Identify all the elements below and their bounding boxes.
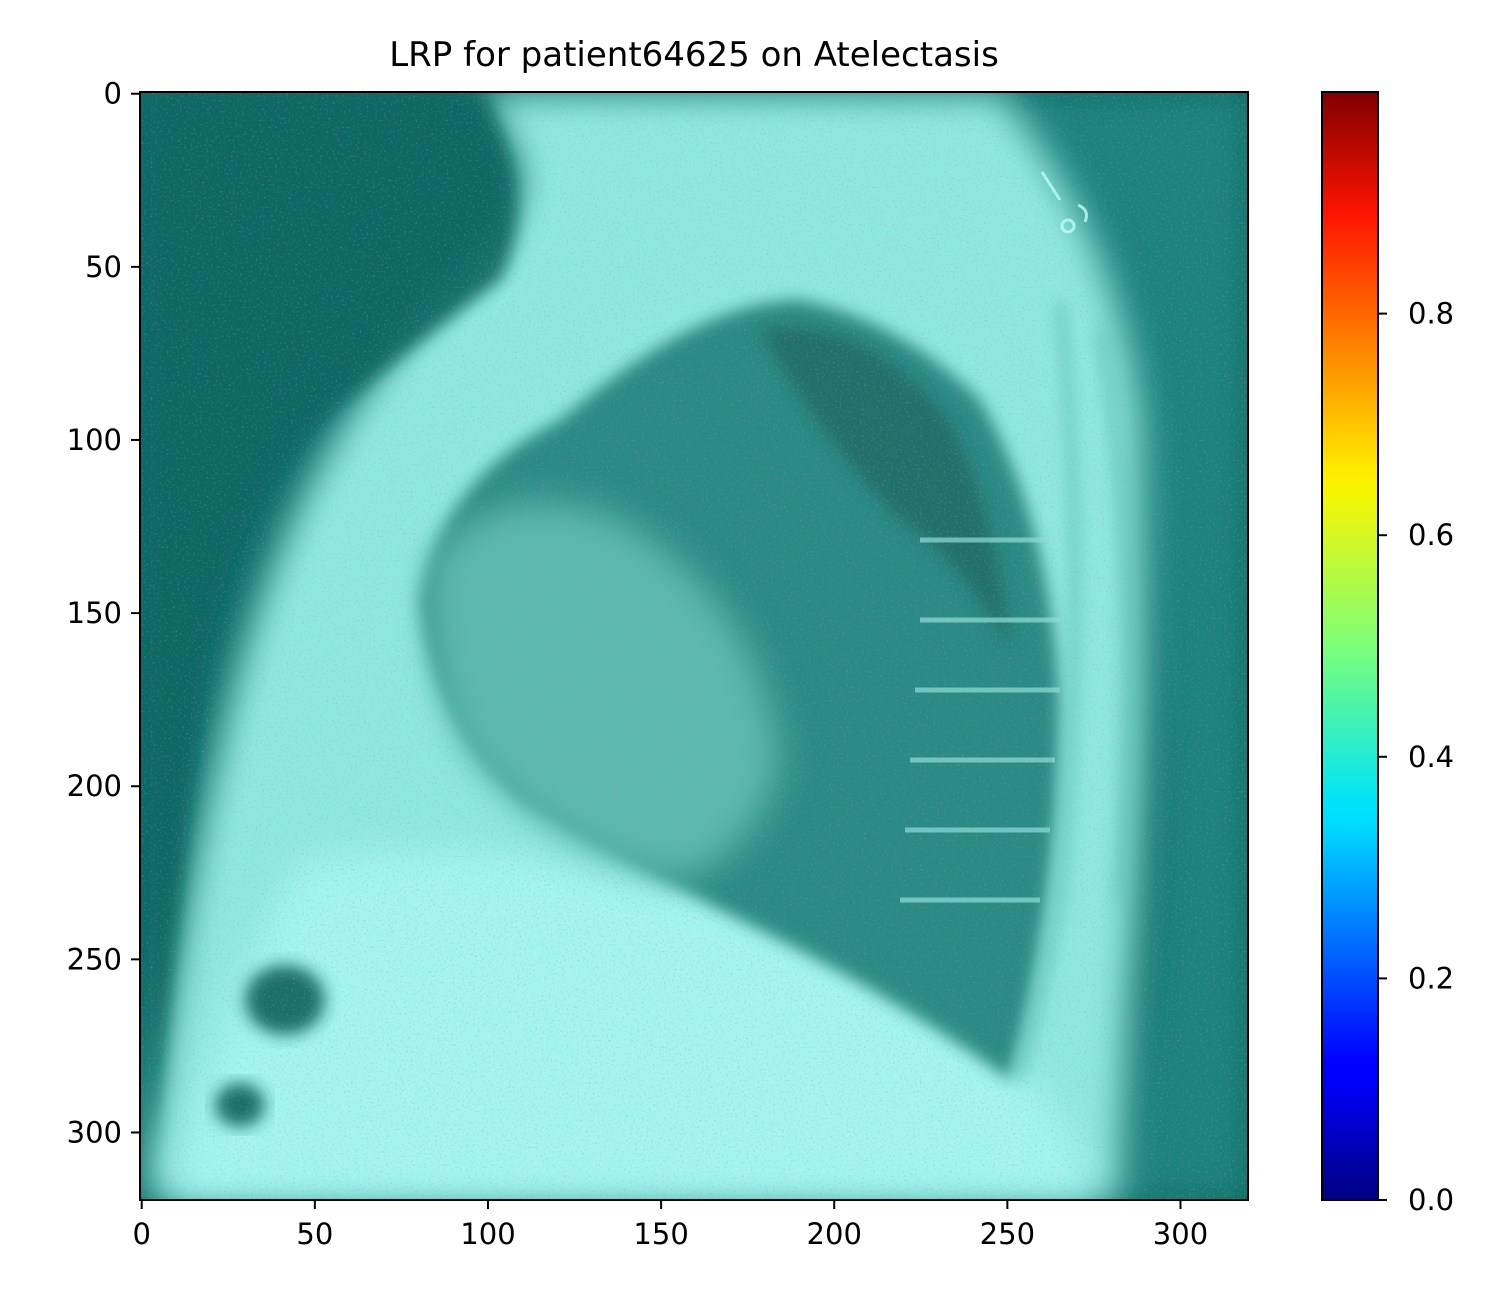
chart-title: LRP for patient64625 on Atelectasis: [389, 35, 999, 75]
x-tick-label: 200: [807, 1217, 862, 1251]
x-tick-label: 100: [460, 1217, 515, 1251]
colorbar-frame: [1321, 91, 1379, 1201]
colorbar-tick-label: 0.2: [1408, 961, 1454, 995]
y-tick-label: 0: [104, 77, 122, 111]
x-tick-label: 50: [296, 1217, 333, 1251]
y-tick-label: 150: [67, 596, 122, 630]
relevance-overlay: [140, 92, 1248, 1200]
colorbar: 0.0 0.2 0.4 0.6 0.8: [1321, 91, 1454, 1217]
y-tick-label: 100: [67, 423, 122, 457]
x-tick-label: 150: [633, 1217, 688, 1251]
x-tick-label: 250: [980, 1217, 1035, 1251]
y-tick-label: 250: [67, 942, 122, 976]
x-tick-label: 300: [1153, 1217, 1208, 1251]
x-axis: 0 50 100 150 200 250 300: [133, 1200, 1208, 1251]
y-tick-label: 200: [67, 769, 122, 803]
y-axis: 0 50 100 150 200 250 300: [67, 77, 140, 1149]
colorbar-tick-label: 0.6: [1408, 518, 1454, 552]
colorbar-tick-label: 0.0: [1408, 1183, 1454, 1217]
x-tick-label: 0: [133, 1217, 151, 1251]
colorbar-tick-label: 0.4: [1408, 740, 1454, 774]
plot-frame: [139, 91, 1249, 1201]
colorbar-tick-label: 0.8: [1408, 297, 1454, 331]
y-tick-label: 50: [85, 250, 122, 284]
xray-image: [140, 92, 1248, 1200]
colorbar-gradient: [1322, 92, 1378, 1200]
y-tick-label: 300: [67, 1115, 122, 1149]
